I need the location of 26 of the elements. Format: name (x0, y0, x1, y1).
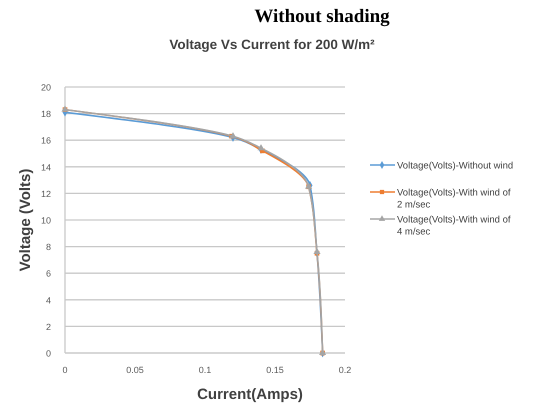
x-tick-label: 0.1 (198, 365, 212, 375)
chart-title: Without shading (254, 6, 390, 27)
y-tick-label: 0 (46, 348, 51, 358)
y-tick-label: 10 (40, 216, 51, 226)
y-tick-label: 2 (46, 322, 51, 332)
y-tick-label: 8 (46, 242, 51, 252)
chart-subtitle: Voltage Vs Current for 200 W/m² (169, 37, 376, 52)
legend-label: Voltage(Volts)-With wind of 2 m/sec (397, 188, 511, 210)
point (257, 144, 265, 150)
point (229, 132, 237, 138)
y-tick-label: 14 (40, 162, 51, 172)
y-tick-label: 4 (46, 295, 51, 306)
x-tick-label: 0.15 (266, 365, 284, 375)
y-axis-title: Voltage (Volts) (17, 168, 34, 272)
x-tick-label: 0.2 (338, 365, 352, 375)
x-tick-label: 0 (62, 365, 68, 375)
point (313, 248, 321, 254)
legend-label: Voltage(Volts)-With wind of 4 m/sec (397, 214, 511, 238)
x-tick-label: 0.05 (126, 365, 144, 375)
y-tick-label: 18 (40, 109, 51, 120)
y-tick-label: 6 (46, 268, 51, 279)
y-tick-label: 12 (40, 188, 51, 199)
x-axis-title: Current(Amps) (197, 386, 303, 403)
y-tick-label: 20 (40, 82, 51, 92)
legend-label: Voltage(Volts)-Without wind (397, 160, 514, 172)
y-tick-label: 16 (40, 136, 51, 146)
